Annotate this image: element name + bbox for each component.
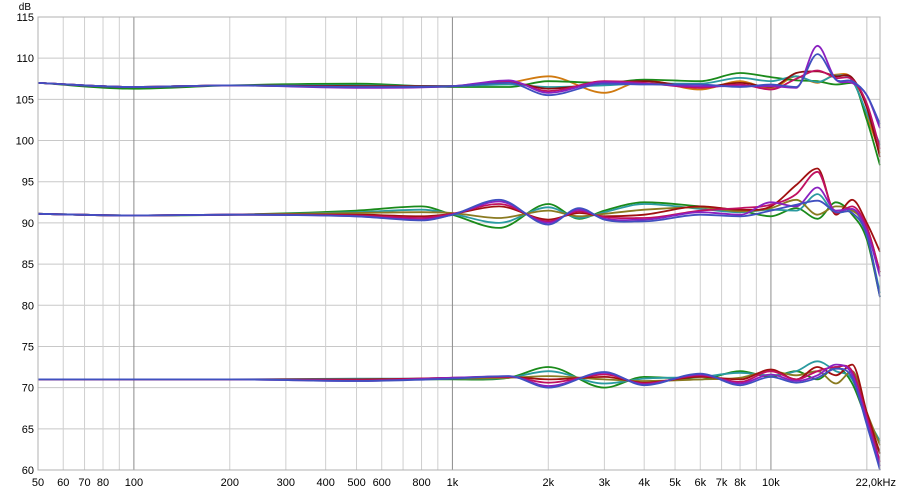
x-tick-label: 4k <box>638 477 650 489</box>
series-line-middle <box>37 198 881 298</box>
series-line-top <box>37 53 881 125</box>
x-tick-label: 400 <box>316 477 334 489</box>
x-tick-label: 8k <box>734 477 746 489</box>
y-tick-label: 85 <box>22 259 34 271</box>
y-tick-label: 95 <box>22 177 34 189</box>
y-tick-label: 90 <box>22 218 34 230</box>
series-line-top <box>37 72 881 166</box>
x-tick-label: 50 <box>32 477 44 489</box>
x-tick-label: 300 <box>277 477 295 489</box>
x-tick-label: 3k <box>599 477 611 489</box>
x-tick-label: 5k <box>669 477 681 489</box>
x-tick-label: 7k <box>716 477 728 489</box>
y-tick-labels: 60 65 70 75 80 85 90 95 100 105 110 115 <box>16 12 34 477</box>
grid <box>37 16 880 471</box>
x-tick-label: 10k <box>762 477 780 489</box>
y-tick-label: 60 <box>22 465 34 477</box>
y-tick-label: 75 <box>22 341 34 353</box>
x-tick-label: 60 <box>57 477 69 489</box>
x-tick-label: 100 <box>125 477 143 489</box>
x-tick-label: 70 <box>78 477 90 489</box>
x-tick-label: 500 <box>347 477 365 489</box>
y-tick-label: 110 <box>16 53 34 65</box>
y-tick-label: 115 <box>16 12 34 24</box>
x-tick-label: 600 <box>373 477 391 489</box>
series-group <box>37 44 881 471</box>
x-tick-label: 800 <box>412 477 430 489</box>
plot-frame <box>37 16 881 471</box>
x-tick-label: 200 <box>221 477 239 489</box>
y-tick-label: 80 <box>22 300 34 312</box>
x-tick-labels: 50 60 70 80 100 200 300 400 500 600 800 1k 2k 3k 4k 5k 6… <box>32 477 896 489</box>
x-tick-label: 6k <box>694 477 706 489</box>
x-tick-label-last: 22,0kHz <box>856 477 896 489</box>
x-tick-label: 80 <box>97 477 109 489</box>
series-line-bottom <box>38 367 881 471</box>
x-tick-label: 2k <box>542 477 554 489</box>
y-tick-label: 100 <box>16 136 34 148</box>
y-tick-label: 65 <box>22 424 34 436</box>
y-tick-label: 70 <box>22 383 34 395</box>
y-tick-label: 105 <box>16 94 34 106</box>
y-axis-unit: dB <box>19 2 32 13</box>
x-tick-label: 1k <box>447 477 459 489</box>
